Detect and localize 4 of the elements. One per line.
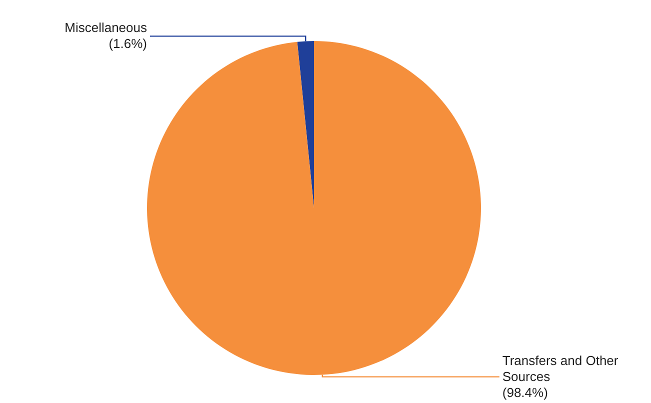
slice-label: Miscellaneous xyxy=(64,20,148,36)
data-label: (1.6%) xyxy=(108,36,147,52)
data-label: (98.4%) xyxy=(502,384,548,400)
slice-label: Transfers and Other Sources xyxy=(502,352,619,384)
